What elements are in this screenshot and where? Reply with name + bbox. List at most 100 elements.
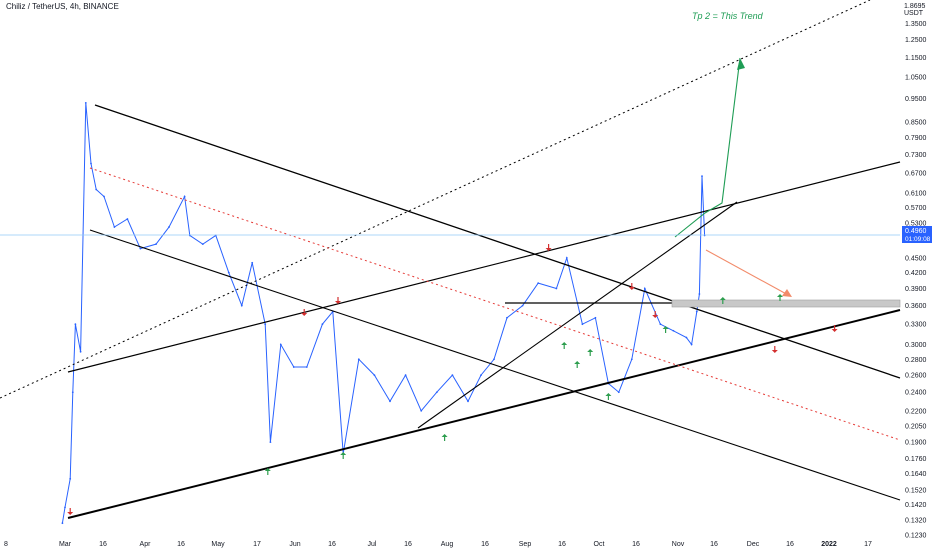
- price-point: [64, 506, 66, 509]
- y-tick-label: 0.2050: [905, 423, 927, 430]
- y-tick-label: 0.6100: [905, 191, 927, 198]
- price-point: [581, 323, 584, 326]
- price-point: [698, 293, 701, 295]
- y-tick-label: 1.2500: [905, 37, 927, 44]
- price-point: [672, 329, 675, 332]
- x-tick-label: Jul: [368, 541, 377, 548]
- x-tick-label: 16: [177, 541, 185, 548]
- trendline-breakout: [417, 201, 738, 429]
- x-tick-label: 16: [328, 541, 336, 548]
- up-arrow-marker: [561, 342, 568, 349]
- x-tick-label: 16: [99, 541, 107, 548]
- up-arrow-marker: [340, 452, 347, 459]
- price-point: [565, 257, 568, 259]
- chart-title: Chiliz / TetherUS, 4h, BINANCE: [6, 2, 119, 11]
- projection-path-up: [674, 57, 741, 238]
- price-point: [701, 175, 703, 178]
- up-arrow-marker: [777, 294, 783, 301]
- x-tick-label: 17: [253, 541, 261, 548]
- price-point: [404, 374, 407, 377]
- y-tick-label: 1.1500: [905, 55, 927, 62]
- price-point: [292, 366, 295, 368]
- projection-arrowhead-down: [782, 289, 792, 297]
- price-point: [201, 243, 204, 246]
- up-arrow-marker: [574, 361, 581, 368]
- up-arrow-marker: [264, 468, 271, 475]
- price-point: [506, 316, 508, 319]
- price-point: [305, 366, 308, 368]
- down-arrow-marker: [771, 346, 778, 353]
- down-arrow-marker: [652, 311, 659, 318]
- up-arrow-marker: [719, 297, 726, 304]
- countdown-timer: 01:09:08: [905, 236, 931, 243]
- price-point: [555, 287, 558, 290]
- price-point: [690, 343, 693, 346]
- down-arrow-marker: [67, 508, 74, 515]
- y-tick-label: 0.2400: [905, 390, 927, 397]
- trendline-lower-channel: [89, 229, 901, 501]
- price-point: [643, 287, 646, 290]
- price-point: [435, 391, 438, 394]
- y-tick-label: 0.1900: [905, 440, 927, 447]
- y-tick-label: 0.1230: [905, 533, 927, 540]
- y-tick-label: 0.7900: [905, 135, 927, 142]
- x-tick-label: Apr: [140, 541, 152, 548]
- y-tick-label: 0.3000: [905, 342, 927, 349]
- price-axis: 1.8695 USDT 1.3500 1.2500 1.1500 1.0500 0.95…: [902, 3, 932, 540]
- y-tick-label: 0.5700: [905, 205, 927, 212]
- trendlines: [0, 0, 901, 519]
- price-point: [84, 101, 87, 104]
- price-point: [95, 188, 98, 191]
- y-tick-label: 0.1760: [905, 456, 927, 463]
- y-tick-label: 0.2200: [905, 408, 927, 415]
- price-point: [155, 243, 157, 246]
- price-point: [103, 195, 105, 198]
- support-zone: [671, 299, 901, 308]
- x-tick-label: Dec: [747, 541, 760, 548]
- down-arrow-marker: [831, 325, 838, 332]
- axis-top-label: 1.8695: [904, 3, 926, 10]
- y-tick-label: 1.0500: [905, 74, 927, 81]
- x-tick-label: 16: [710, 541, 718, 548]
- x-tick-label: 16: [404, 541, 412, 548]
- price-point: [79, 350, 82, 353]
- price-point: [264, 323, 267, 326]
- current-price-value: 0.4960: [905, 228, 927, 235]
- x-tick-label: 17: [864, 541, 872, 548]
- price-point: [373, 374, 376, 377]
- x-tick-label: Nov: [672, 541, 685, 548]
- x-tick-label: Mar: [59, 541, 72, 548]
- trendline-rising-resistance: [67, 161, 901, 373]
- x-tick-label: 16: [481, 541, 489, 548]
- price-point: [168, 226, 170, 228]
- signal-markers: [67, 244, 838, 515]
- price-point: [74, 323, 77, 326]
- time-axis: 8 Mar 16 Apr 16 May 17 Jun 16 Jul 16 Aug 16 Sep 16 Oct 1…: [4, 541, 872, 548]
- y-tick-label: 0.9500: [905, 96, 927, 103]
- y-tick-label: 0.1520: [905, 487, 927, 494]
- down-arrow-marker: [545, 244, 552, 251]
- down-arrow-marker: [301, 309, 308, 316]
- price-point: [659, 323, 662, 326]
- price-point: [493, 358, 495, 361]
- price-point: [279, 343, 282, 346]
- tp2-annotation: Tp 2 = This Trend: [692, 11, 764, 21]
- price-point: [240, 304, 243, 307]
- axis-unit: USDT: [904, 10, 924, 17]
- price-point: [537, 282, 540, 284]
- price-point: [521, 304, 524, 307]
- y-tick-label: 0.1320: [905, 517, 927, 524]
- y-tick-label: 0.4200: [905, 270, 927, 277]
- y-tick-label: 0.1640: [905, 471, 927, 478]
- projection-path-down: [705, 249, 791, 297]
- price-point: [227, 271, 230, 274]
- projection-arrowhead-up: [737, 58, 745, 70]
- price-point: [357, 358, 360, 361]
- price-point: [695, 310, 698, 313]
- x-tick-label: 2022: [821, 541, 837, 548]
- price-point: [451, 374, 454, 377]
- price-point: [594, 316, 597, 319]
- price-point: [90, 162, 92, 165]
